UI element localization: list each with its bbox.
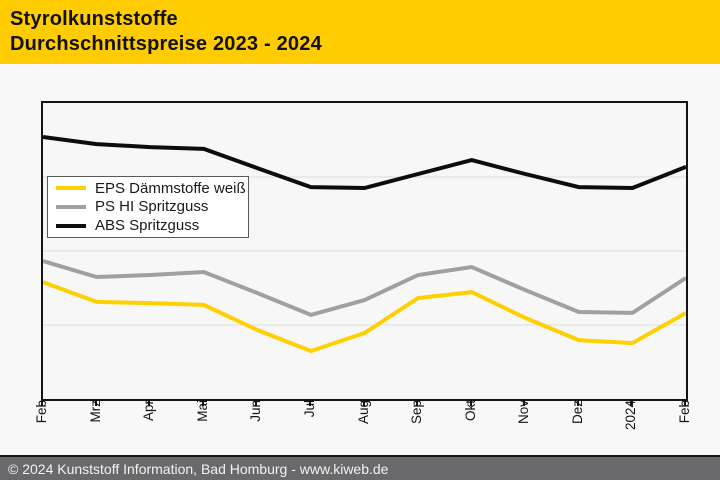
- legend-item-ps-hi: PS HI Spritzguss: [48, 198, 248, 216]
- x-axis-tick: [576, 401, 579, 406]
- legend-label: PS HI Spritzguss: [95, 198, 209, 216]
- chart-legend: EPS Dämmstoffe weiß PS HI Spritzguss ABS…: [47, 176, 249, 238]
- x-axis-label: Apr: [141, 400, 157, 422]
- x-axis-label: 2024: [623, 400, 639, 431]
- legend-label: EPS Dämmstoffe weiß: [95, 179, 246, 197]
- legend-item-eps: EPS Dämmstoffe weiß: [48, 179, 248, 197]
- x-axis-tick: [255, 401, 258, 406]
- legend-item-abs: ABS Spritzguss: [48, 217, 248, 235]
- series-line: [43, 280, 686, 354]
- series-line: [43, 259, 686, 318]
- legend-label: ABS Spritzguss: [95, 217, 200, 235]
- x-axis-label: Feb: [34, 400, 49, 424]
- x-axis-tick: [94, 401, 97, 406]
- footer-bar: © 2024 Kunststoff Information, Bad Hombu…: [0, 455, 720, 480]
- line-chart: [43, 135, 686, 354]
- x-axis-label: Sep: [409, 400, 425, 425]
- x-axis-label: Mrz: [87, 400, 103, 423]
- page-title-line2: Durchschnittspreise 2023 - 2024: [10, 33, 322, 55]
- copyright-text: © 2024 Kunststoff Information, Bad Hombu…: [8, 460, 389, 477]
- x-axis-tick: [523, 401, 526, 406]
- x-axis-label: Jul: [301, 400, 317, 418]
- x-axis-label: Mai: [194, 400, 210, 422]
- x-axis-tick: [469, 401, 472, 406]
- x-axis-tick: [416, 401, 419, 406]
- x-axis-tick: [630, 401, 633, 406]
- legend-line-swatch-abs: [56, 223, 86, 228]
- series-line: [43, 135, 686, 191]
- x-axis-tick: [201, 401, 204, 406]
- legend-line-swatch-eps: [56, 186, 86, 191]
- x-axis-label: Nov: [516, 400, 532, 425]
- legend-line-swatch-ps-hi: [56, 204, 86, 209]
- x-axis-tick: [148, 401, 151, 406]
- page-title-line1: Styrolkunststoffe: [10, 8, 178, 30]
- x-axis-label: Jun: [248, 400, 264, 422]
- x-axis-tick: [41, 401, 43, 406]
- chart-plot-area: [41, 101, 688, 401]
- x-axis-label: Dez: [569, 400, 585, 425]
- x-axis-tick: [362, 401, 365, 406]
- x-axis-label: Feb: [677, 400, 692, 424]
- x-axis-label: Okt: [462, 400, 478, 422]
- x-axis-tick: [684, 401, 686, 406]
- x-axis-label: Aug: [355, 400, 371, 425]
- header-banner: Styrolkunststoffe Durchschnittspreise 20…: [0, 0, 720, 64]
- x-axis-tick: [308, 401, 311, 406]
